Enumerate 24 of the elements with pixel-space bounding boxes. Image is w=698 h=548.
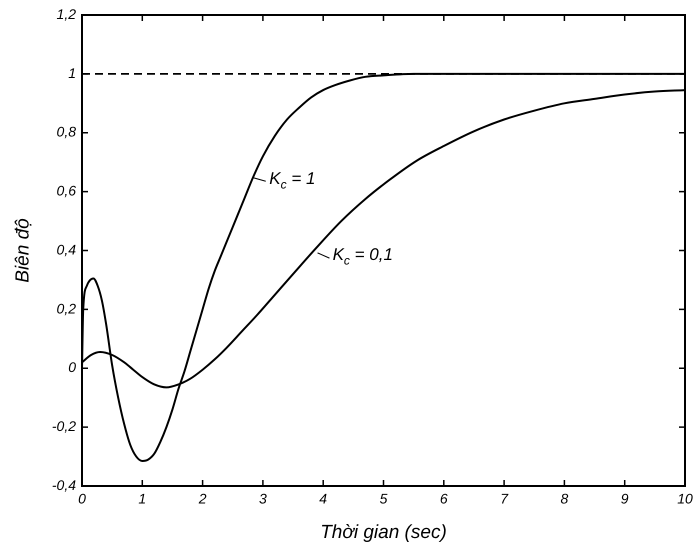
x-tick-label: 8 [560, 490, 568, 506]
x-tick-label: 1 [138, 490, 146, 506]
x-tick-label: 6 [440, 490, 448, 506]
x-tick-label: 5 [380, 490, 388, 506]
y-axis-title: Biên độ [12, 218, 34, 283]
x-tick-label: 9 [620, 490, 629, 506]
x-tick-label: 4 [319, 490, 328, 506]
y-tick-label: 0,2 [56, 300, 76, 316]
x-axis-title: Thời gian (sec) [320, 522, 447, 543]
y-tick-label: 0,6 [56, 182, 76, 199]
y-tick-label: 1,2 [56, 6, 76, 22]
y-tick-label: 0,4 [56, 241, 76, 258]
series-label: K$_{c}$ = 0,1 [332, 244, 393, 267]
y-tick-label: 1 [68, 64, 76, 81]
x-tick-label: 2 [198, 490, 207, 506]
y-tick-label: -0,4 [52, 476, 76, 493]
y-tick-label: -0,2 [52, 418, 76, 434]
x-tick-label: 10 [677, 490, 693, 506]
legend-label: K$_{c}$ = 1 [269, 168, 316, 192]
x-tick-label: 0 [78, 490, 86, 506]
y-tick-label: 0 [68, 359, 76, 376]
x-tick-label: 7 [500, 490, 510, 506]
y-tick-label: 0,8 [56, 124, 76, 140]
x-tick-label: 3 [259, 490, 267, 506]
